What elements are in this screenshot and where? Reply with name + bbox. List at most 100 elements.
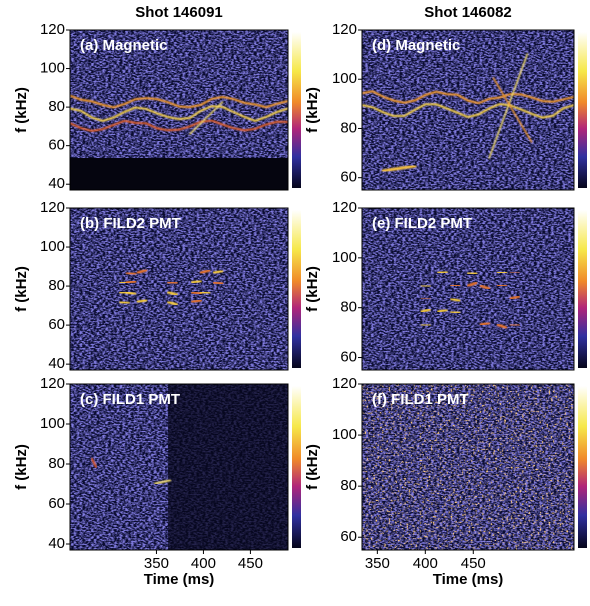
y-tick-label: 100 bbox=[332, 70, 357, 87]
y-tick-label: 80 bbox=[340, 477, 357, 494]
spectrogram bbox=[362, 208, 574, 370]
y-axis-label: f (kHz) bbox=[13, 444, 30, 490]
plot-frame bbox=[361, 29, 575, 191]
y-tick-label: 60 bbox=[340, 528, 357, 545]
streak bbox=[189, 101, 224, 135]
streak bbox=[437, 308, 449, 313]
streak bbox=[70, 94, 288, 109]
y-tick-label: 80 bbox=[48, 455, 65, 472]
streak bbox=[166, 281, 179, 285]
x-tick-label: 400 bbox=[191, 555, 216, 572]
x-tick-label: 450 bbox=[461, 555, 486, 572]
x-tick-label: 350 bbox=[365, 555, 390, 572]
streak bbox=[466, 271, 478, 275]
streak bbox=[212, 281, 224, 285]
spectrogram bbox=[70, 384, 288, 550]
spectrogram bbox=[362, 384, 574, 550]
streak bbox=[449, 297, 461, 303]
y-tick-label: 60 bbox=[48, 316, 65, 333]
y-tick-label: 40 bbox=[48, 535, 65, 552]
panel-title: (b) FILD2 PMT bbox=[80, 215, 181, 232]
streak bbox=[70, 105, 288, 123]
y-tick-label: 120 bbox=[40, 199, 65, 216]
streak bbox=[199, 269, 211, 275]
streak bbox=[70, 119, 288, 133]
colorbar bbox=[292, 210, 301, 368]
plot-frame bbox=[69, 207, 289, 371]
streak bbox=[420, 308, 432, 313]
streak bbox=[466, 281, 478, 288]
streak bbox=[437, 270, 449, 275]
streak bbox=[125, 271, 137, 276]
y-axis-label: f (kHz) bbox=[304, 266, 321, 312]
panel-title: (e) FILD2 PMT bbox=[372, 215, 472, 232]
y-tick-label: 80 bbox=[340, 299, 357, 316]
dark-band bbox=[70, 158, 288, 190]
streak bbox=[509, 295, 521, 300]
spectrogram bbox=[362, 30, 574, 190]
y-tick-label: 120 bbox=[332, 21, 357, 38]
streak bbox=[496, 283, 508, 288]
spectrogram bbox=[70, 30, 288, 190]
y-tick-label: 100 bbox=[332, 249, 357, 266]
streak bbox=[488, 53, 529, 159]
streak bbox=[381, 164, 417, 173]
streak bbox=[212, 269, 224, 275]
y-tick-label: 40 bbox=[48, 355, 65, 372]
streak bbox=[190, 279, 203, 284]
streak bbox=[496, 323, 508, 329]
y-tick-label: 80 bbox=[340, 119, 357, 136]
y-tick-label: 80 bbox=[48, 277, 65, 294]
dark-region bbox=[168, 384, 288, 550]
y-tick-label: 100 bbox=[40, 415, 65, 432]
streak bbox=[136, 268, 148, 275]
column-title: Shot 146082 bbox=[424, 4, 512, 21]
streak bbox=[136, 298, 148, 304]
streak bbox=[166, 290, 179, 296]
streak bbox=[449, 310, 461, 315]
colorbar bbox=[292, 32, 301, 188]
noise bbox=[362, 30, 574, 190]
y-tick-label: 60 bbox=[340, 169, 357, 186]
y-tick-label: 60 bbox=[48, 137, 65, 154]
plot-frame bbox=[69, 383, 289, 551]
colorbar bbox=[292, 386, 301, 548]
x-axis-label: Time (ms) bbox=[433, 571, 504, 588]
y-tick-label: 40 bbox=[48, 175, 65, 192]
y-tick-label: 120 bbox=[332, 375, 357, 392]
x-tick-label: 350 bbox=[144, 555, 169, 572]
column-title: Shot 146091 bbox=[135, 4, 223, 21]
streak bbox=[362, 103, 574, 119]
colorbar bbox=[578, 32, 587, 188]
streak bbox=[125, 290, 137, 296]
y-tick-label: 60 bbox=[340, 349, 357, 366]
streak bbox=[154, 479, 172, 485]
y-tick-label: 100 bbox=[40, 238, 65, 255]
plot-frame bbox=[361, 207, 575, 371]
y-tick-label: 120 bbox=[40, 375, 65, 392]
streak bbox=[492, 77, 533, 143]
speckle bbox=[362, 384, 574, 550]
y-axis-label: f (kHz) bbox=[304, 444, 321, 490]
panel-title: (f) FILD1 PMT bbox=[372, 391, 469, 408]
streak bbox=[496, 271, 508, 275]
x-tick-label: 450 bbox=[238, 555, 263, 572]
y-tick-label: 100 bbox=[332, 426, 357, 443]
noise bbox=[70, 208, 288, 370]
streak bbox=[190, 298, 203, 304]
y-axis-label: f (kHz) bbox=[13, 87, 30, 133]
streak bbox=[90, 457, 98, 468]
streak bbox=[199, 290, 211, 295]
panel-title: (c) FILD1 PMT bbox=[80, 391, 180, 408]
streak bbox=[190, 290, 203, 295]
y-tick-label: 60 bbox=[48, 495, 65, 512]
y-tick-label: 100 bbox=[40, 60, 65, 77]
streak bbox=[362, 90, 574, 105]
panel-title: (d) Magnetic bbox=[372, 37, 460, 54]
colorbar bbox=[578, 386, 587, 548]
streak bbox=[118, 300, 131, 305]
spectrogram bbox=[70, 208, 288, 370]
streak bbox=[166, 300, 179, 306]
